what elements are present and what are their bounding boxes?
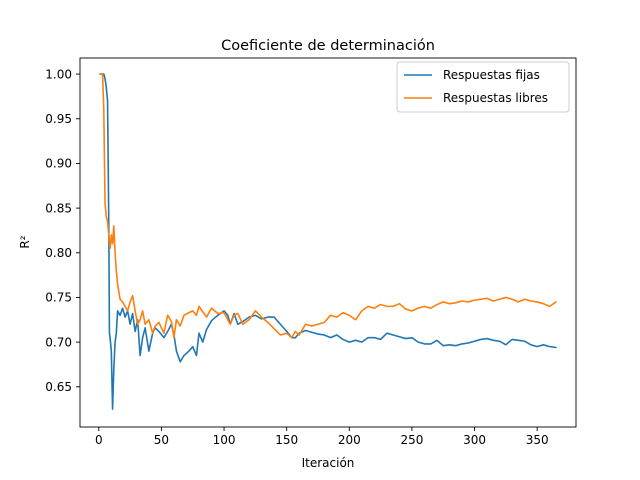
y-tick-label: 0.85 — [45, 201, 72, 215]
legend: Respuestas fijas Respuestas libres — [396, 61, 570, 113]
y-tick-label: 0.65 — [45, 380, 72, 394]
y-tick-label: 0.75 — [45, 291, 72, 305]
legend-label-respuestas-libres: Respuestas libres — [443, 91, 548, 105]
plot-frame — [79, 57, 577, 428]
x-tick-label: 50 — [154, 433, 169, 447]
x-tick-label: 100 — [213, 433, 236, 447]
y-tick-label: 0.80 — [45, 246, 72, 260]
x-axis-label: Iteración — [302, 456, 355, 470]
y-tick-label: 0.70 — [45, 335, 72, 349]
y-axis-ticks: 0.65 0.70 0.75 0.80 0.85 0.90 0.95 1.00 — [45, 67, 80, 394]
y-axis-label: R² — [18, 235, 32, 248]
x-tick-label: 250 — [400, 433, 423, 447]
x-tick-label: 300 — [463, 433, 486, 447]
x-tick-label: 350 — [526, 433, 549, 447]
chart-title: Coeficiente de determinación — [221, 38, 435, 54]
legend-label-respuestas-fijas: Respuestas fijas — [443, 68, 540, 82]
x-tick-label: 0 — [95, 433, 103, 447]
y-tick-label: 1.00 — [45, 67, 72, 81]
x-axis-ticks: 0 50 100 150 200 250 300 350 — [95, 427, 549, 447]
series-line-respuestas-fijas — [99, 73, 557, 410]
y-tick-label: 0.90 — [45, 157, 72, 171]
series-line-respuestas-libres — [99, 73, 557, 339]
plot-area — [99, 73, 557, 410]
legend-box — [396, 61, 570, 113]
x-tick-label: 150 — [275, 433, 298, 447]
y-tick-label: 0.95 — [45, 112, 72, 126]
x-tick-label: 200 — [338, 433, 361, 447]
